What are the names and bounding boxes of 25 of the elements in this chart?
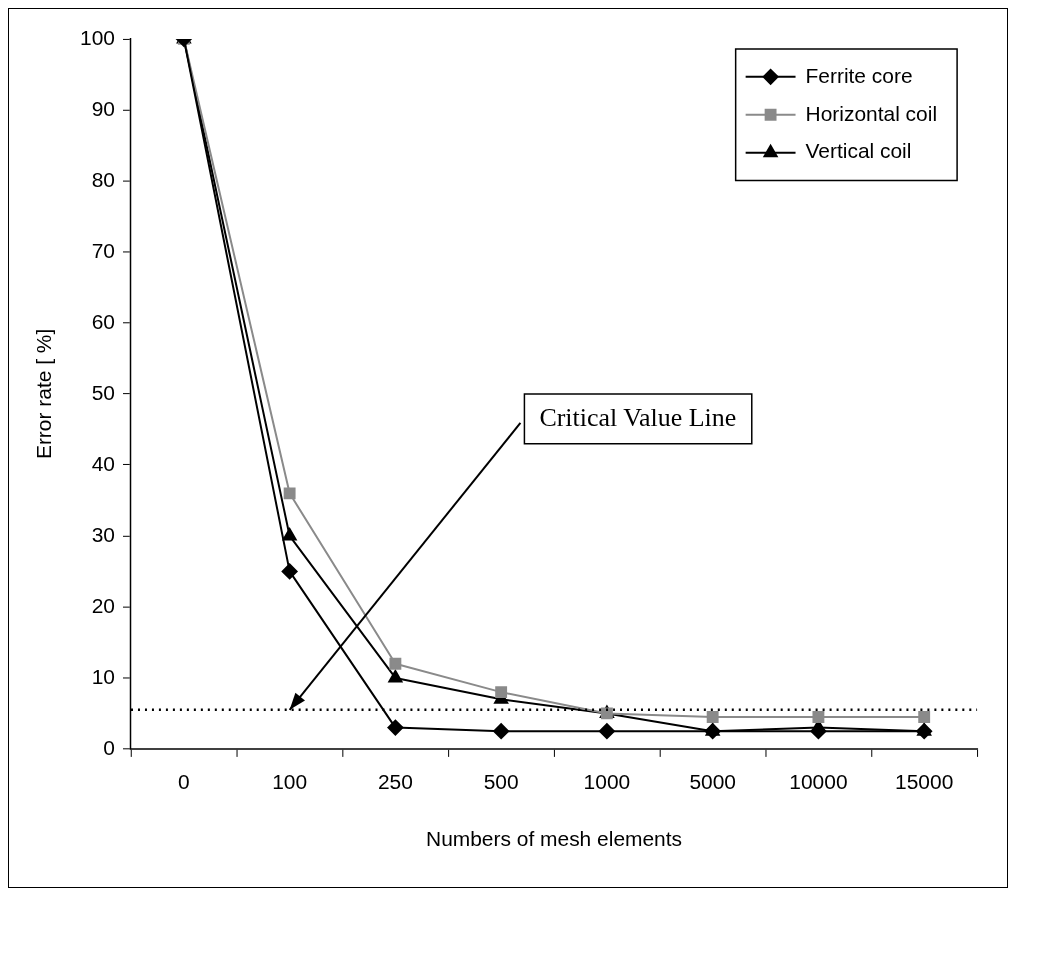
y-tick-label: 30: [91, 522, 116, 546]
legend-label: Ferrite core: [805, 63, 913, 87]
x-tick-label: 0: [178, 770, 190, 794]
y-tick-label: 60: [91, 309, 116, 333]
y-axis-title: Error rate [ %]: [32, 328, 56, 460]
annotation: Critical Value Line: [539, 402, 737, 432]
y-tick-label: 0: [103, 735, 116, 759]
y-tick-label: 50: [91, 380, 116, 404]
x-tick-label: 15000: [895, 770, 954, 794]
y-tick-label: 10: [91, 664, 116, 688]
legend-label: Vertical coil: [805, 139, 912, 163]
y-tick-label: 80: [91, 167, 116, 191]
x-axis-title: Numbers of mesh elements: [426, 827, 683, 851]
y-tick-label: 70: [91, 238, 116, 262]
x-tick-label: 100: [272, 770, 308, 794]
y-tick-label: 40: [91, 451, 116, 475]
x-tick-label: 1000: [583, 770, 631, 794]
x-tick-label: 5000: [689, 770, 736, 794]
x-tick-label: 250: [377, 770, 413, 794]
y-tick-label: 20: [91, 593, 116, 617]
x-tick-label: 10000: [789, 770, 848, 794]
y-tick-label: 100: [80, 25, 116, 49]
x-tick-label: 500: [483, 770, 519, 794]
y-tick-label: 90: [91, 96, 116, 120]
legend-label: Horizontal coil: [805, 101, 938, 125]
